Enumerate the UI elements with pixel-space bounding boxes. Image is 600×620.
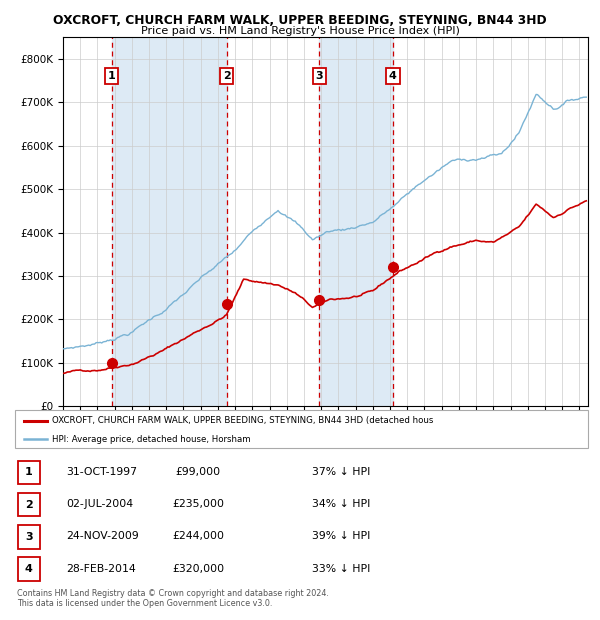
Text: 4: 4: [389, 71, 397, 81]
Bar: [319, 37, 393, 406]
Text: 3: 3: [25, 532, 32, 542]
Text: 2: 2: [25, 500, 32, 510]
Text: 24-NOV-2009: 24-NOV-2009: [66, 531, 139, 541]
Text: 1: 1: [25, 467, 32, 477]
Text: HPI: Average price, detached house, Horsham: HPI: Average price, detached house, Hors…: [52, 435, 251, 444]
Text: 33% ↓ HPI: 33% ↓ HPI: [312, 564, 370, 574]
Text: £320,000: £320,000: [172, 564, 224, 574]
Text: 34% ↓ HPI: 34% ↓ HPI: [312, 499, 370, 509]
FancyBboxPatch shape: [15, 410, 588, 448]
Text: 4: 4: [25, 564, 33, 574]
Text: 2: 2: [223, 71, 230, 81]
Text: OXCROFT, CHURCH FARM WALK, UPPER BEEDING, STEYNING, BN44 3HD (detached hous: OXCROFT, CHURCH FARM WALK, UPPER BEEDING…: [52, 417, 434, 425]
Text: £99,000: £99,000: [175, 467, 221, 477]
Text: OXCROFT, CHURCH FARM WALK, UPPER BEEDING, STEYNING, BN44 3HD: OXCROFT, CHURCH FARM WALK, UPPER BEEDING…: [53, 14, 547, 27]
Text: Contains HM Land Registry data © Crown copyright and database right 2024.
This d: Contains HM Land Registry data © Crown c…: [17, 589, 329, 608]
Text: 37% ↓ HPI: 37% ↓ HPI: [312, 467, 370, 477]
FancyBboxPatch shape: [18, 525, 40, 549]
FancyBboxPatch shape: [18, 461, 40, 484]
Text: Price paid vs. HM Land Registry's House Price Index (HPI): Price paid vs. HM Land Registry's House …: [140, 26, 460, 36]
FancyBboxPatch shape: [18, 493, 40, 516]
Bar: [112, 37, 227, 406]
Text: 1: 1: [108, 71, 116, 81]
FancyBboxPatch shape: [18, 557, 40, 581]
Text: £244,000: £244,000: [172, 531, 224, 541]
Text: 3: 3: [316, 71, 323, 81]
Text: 28-FEB-2014: 28-FEB-2014: [66, 564, 136, 574]
Text: 31-OCT-1997: 31-OCT-1997: [66, 467, 137, 477]
Text: £235,000: £235,000: [172, 499, 224, 509]
Text: 02-JUL-2004: 02-JUL-2004: [66, 499, 133, 509]
Text: 39% ↓ HPI: 39% ↓ HPI: [312, 531, 370, 541]
